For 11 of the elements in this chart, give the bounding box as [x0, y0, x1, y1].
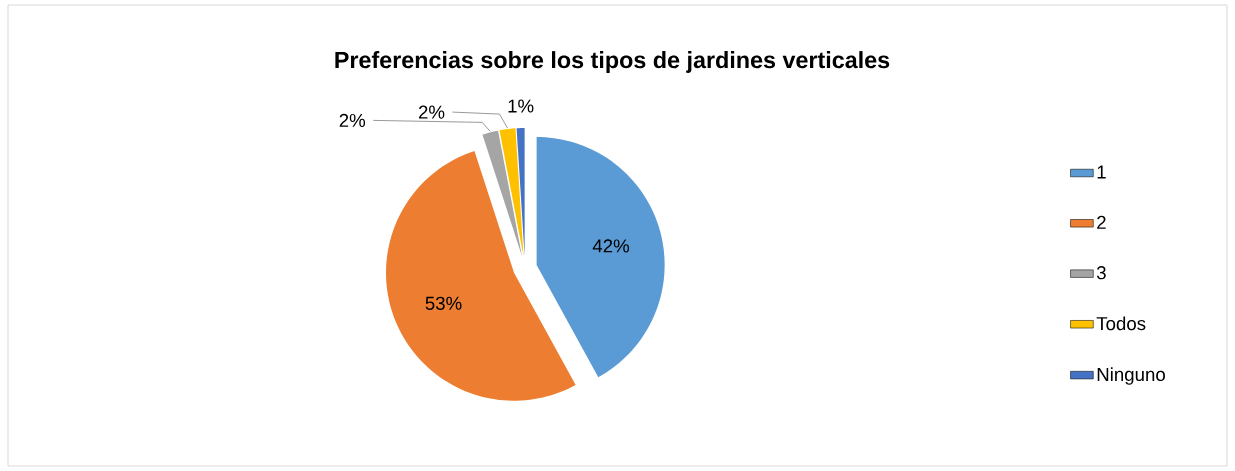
data-label: 2%	[339, 113, 366, 127]
legend-label: Ninguno	[1097, 367, 1165, 385]
legend-label: 1	[1097, 165, 1106, 179]
data-label: 2%	[418, 105, 445, 119]
data-label: 53%	[425, 296, 462, 310]
data-label: 42%	[592, 239, 630, 253]
legend-label: Todos	[1096, 316, 1146, 331]
data-label: 1%	[508, 99, 534, 113]
legend-label: 3	[1096, 266, 1106, 280]
legend-label: 2	[1097, 215, 1106, 229]
chart-title: Preferencias sobre los tipos de jardines verticales	[335, 51, 890, 73]
